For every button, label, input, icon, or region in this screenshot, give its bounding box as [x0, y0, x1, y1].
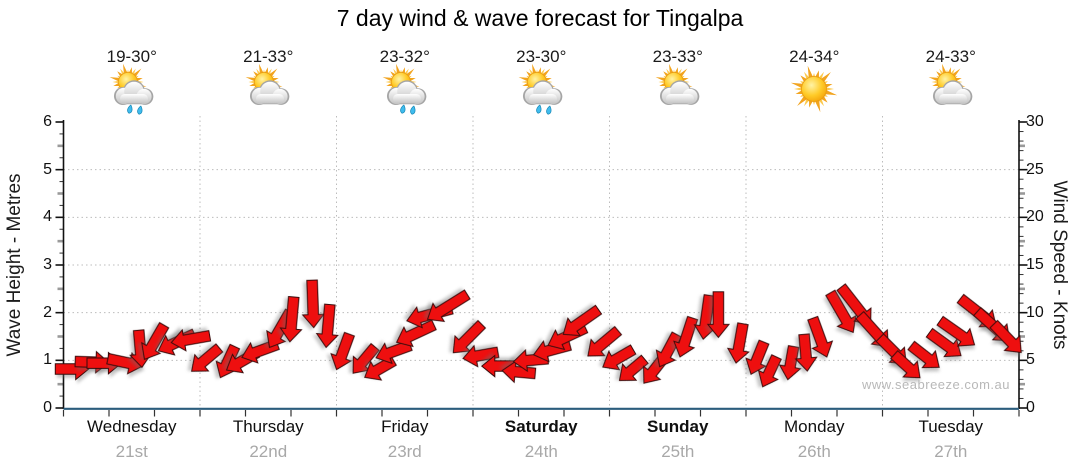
wind-arrow	[501, 360, 537, 384]
day-date-label: 25th	[661, 442, 695, 461]
wind-axis-tick-label: 25	[1026, 160, 1044, 178]
wave-axis-tick-label: 2	[43, 303, 52, 321]
wind-arrow	[890, 350, 921, 379]
wind-arrow	[170, 328, 212, 352]
watermark: www.seabreeze.com.au	[861, 377, 1010, 392]
temp-range-label: 24-33°	[925, 47, 976, 66]
wind-axis-tick-label: 30	[1026, 113, 1044, 130]
sun-cloud-rain-icon-graphic	[109, 63, 154, 115]
wind-arrow	[426, 289, 471, 323]
wind-arrow	[602, 344, 637, 371]
wind-arrow	[452, 319, 487, 354]
wind-arrow	[936, 315, 976, 347]
day-name-label: Tuesday	[918, 417, 984, 436]
wind-arrow	[807, 315, 834, 358]
day-name-label: Thursday	[232, 417, 304, 436]
temp-range-label: 23-30°	[516, 47, 567, 66]
wind-arrow	[706, 291, 731, 339]
wind-arrow	[907, 340, 940, 369]
sun-icon-graphic	[791, 65, 838, 113]
wind-axis-tick-label: 0	[1026, 399, 1035, 416]
temp-range-label: 23-32°	[379, 47, 430, 66]
sun-cloud-icon	[925, 63, 977, 115]
day-name-label: Friday	[381, 417, 429, 436]
sun-cloud-rain-icon-graphic	[518, 63, 563, 115]
day-date-label: 26th	[797, 442, 831, 461]
wind-arrow	[794, 333, 818, 372]
wind-arrow	[673, 315, 699, 358]
wind-arrow	[925, 327, 962, 358]
sun-cloud-rain-icon	[379, 63, 431, 115]
wind-arrow	[279, 295, 303, 343]
wind-arrow	[655, 331, 683, 368]
wave-axis-tick-label: 3	[43, 256, 52, 273]
wind-arrow	[481, 354, 516, 378]
temp-range-label: 23-33°	[652, 47, 703, 66]
wind-axis-tick-label: 20	[1026, 208, 1044, 226]
sun-cloud-rain-icon	[515, 63, 567, 115]
wave-axis-tick-label: 5	[43, 160, 52, 178]
sun-cloud-icon-graphic	[928, 63, 973, 106]
wind-axis-tick-label: 15	[1026, 256, 1044, 273]
wind-arrow	[315, 303, 339, 349]
wind-arrow	[330, 331, 355, 371]
sun-cloud-icon-graphic	[655, 63, 700, 106]
day-date-label: 22nd	[249, 442, 288, 461]
wave-axis-tick-label: 4	[43, 208, 52, 226]
sun-cloud-icon-graphic	[245, 63, 290, 106]
temp-range-label: 24-34°	[789, 47, 840, 66]
wind-arrow	[757, 354, 782, 388]
wind-arrow	[352, 342, 380, 374]
wind-axis-tick-label: 10	[1026, 303, 1044, 321]
wind-arrow	[141, 321, 170, 361]
sun-cloud-icon	[242, 63, 294, 115]
sun-icon	[788, 63, 840, 115]
temp-range-label: 21-33°	[243, 47, 294, 66]
wind-arrow	[778, 345, 802, 381]
wind-arrow	[618, 354, 649, 382]
day-date-label: 23rd	[387, 442, 422, 461]
day-date-label: 27th	[934, 442, 968, 461]
wind-arrow	[395, 319, 437, 348]
day-name-label: Saturday	[504, 417, 578, 436]
wind-arrow	[989, 319, 1022, 354]
temp-range-label: 19-30°	[106, 47, 157, 66]
sun-cloud-icon	[652, 63, 704, 115]
day-name-label: Monday	[784, 417, 845, 436]
wind-arrow	[726, 322, 750, 364]
sun-cloud-rain-icon	[106, 63, 158, 115]
wave-axis-tick-label: 6	[43, 113, 52, 130]
chart-title: 7 day wind & wave forecast for Tingalpa	[336, 5, 744, 31]
wind-arrow	[462, 344, 500, 368]
day-name-label: Sunday	[647, 417, 709, 436]
wave-axis-tick-label: 1	[43, 351, 52, 369]
wave-axis-tick-label: 0	[43, 399, 52, 416]
wind-axis-tick-label: 5	[1026, 351, 1035, 369]
wind-arrow	[825, 289, 857, 334]
wind-arrow	[301, 279, 325, 329]
day-name-label: Wednesday	[87, 417, 177, 436]
day-date-label: 24th	[524, 442, 558, 461]
wind-arrow	[587, 325, 623, 357]
wind-speed-axis-title: Wind Speed - Knots	[1049, 180, 1070, 350]
wind-arrow	[191, 343, 224, 372]
wind-arrow	[745, 339, 770, 375]
wind-arrow	[562, 304, 603, 337]
sun-cloud-rain-icon-graphic	[382, 63, 427, 115]
day-date-label: 21st	[115, 442, 148, 461]
